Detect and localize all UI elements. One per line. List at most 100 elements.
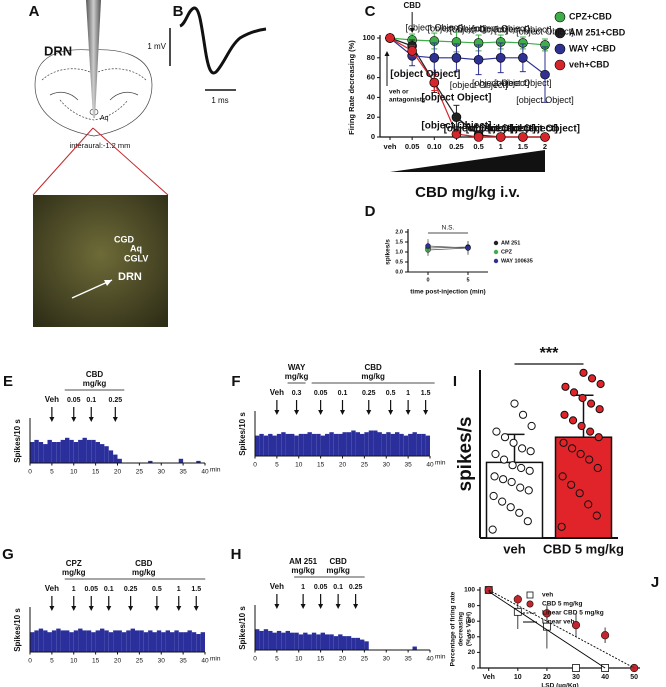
significance: [object Object] <box>516 26 574 36</box>
bar <box>333 636 339 650</box>
arrow-head <box>49 606 55 611</box>
point <box>499 475 508 484</box>
injection-label: Veh <box>270 388 284 397</box>
significance: [object Object] <box>494 24 552 34</box>
point <box>510 399 519 408</box>
point <box>586 427 595 436</box>
point <box>579 368 588 377</box>
bar <box>100 628 105 652</box>
bar <box>281 432 286 456</box>
point <box>407 46 417 56</box>
bar <box>165 630 170 652</box>
bar <box>187 630 192 652</box>
bar <box>351 430 356 456</box>
bar <box>276 433 282 456</box>
dose-label: 0.1 <box>104 586 114 593</box>
dose-label: 0.5 <box>386 390 396 397</box>
x-tick-label: 5 <box>275 462 279 469</box>
dose-label: 1 <box>72 586 76 593</box>
bar <box>43 444 48 463</box>
y-tick-label: 0 <box>371 132 375 141</box>
dose-label: 0.3 <box>292 390 302 397</box>
drug-label: AM 251 <box>289 557 318 566</box>
point <box>525 466 534 475</box>
arrow-head <box>409 28 415 33</box>
panel-letter: G <box>2 546 14 563</box>
photo-label: Aq <box>130 243 142 253</box>
x-tick-label: 25 <box>136 658 144 665</box>
x-axis-label: time post-injection (min) <box>410 289 485 296</box>
unit-label: mg/kg <box>326 566 350 575</box>
arrow-head <box>176 606 182 611</box>
point <box>492 427 501 436</box>
point <box>559 438 568 447</box>
legend-label: CPZ <box>501 249 513 255</box>
bar <box>178 458 184 463</box>
legend-label: AM 251+CBD <box>569 27 626 37</box>
significance: [object Object] <box>450 80 508 90</box>
bar <box>69 439 74 463</box>
panel-letter: C <box>365 3 376 20</box>
bar <box>268 433 273 456</box>
point <box>495 52 506 63</box>
bar <box>30 442 35 463</box>
arrow-head <box>71 606 77 611</box>
bar <box>161 632 166 652</box>
y-tick-label: 100 <box>464 587 475 594</box>
injection-label: Veh <box>45 584 59 593</box>
dose-label: 0.25 <box>109 397 123 404</box>
point <box>560 410 569 419</box>
point <box>561 382 570 391</box>
point <box>578 393 587 403</box>
panel-letter: I <box>453 373 457 390</box>
baseline-label: veh or <box>389 89 409 96</box>
point <box>513 595 522 604</box>
bar <box>333 433 339 456</box>
legend-marker <box>493 249 499 255</box>
y-tick-label: 80 <box>468 602 476 609</box>
drug-label: CBD <box>86 370 104 379</box>
arrow-head <box>423 410 429 415</box>
bar <box>329 634 334 650</box>
bar <box>104 630 109 652</box>
x-tick-label: 20 <box>114 469 122 476</box>
point <box>542 609 552 618</box>
x-tick-label: CBD 5 mg/kg <box>543 541 624 556</box>
significance: [object Object] <box>472 78 530 88</box>
point <box>587 374 597 383</box>
zoom-line <box>92 127 169 196</box>
point <box>575 489 584 498</box>
y-tick-label: 40 <box>367 92 375 101</box>
dose-label: 0.05 <box>84 586 98 593</box>
y-tick-label: 0.0 <box>395 269 403 275</box>
bar <box>117 458 122 463</box>
x-tick-label: 0.05 <box>405 142 420 151</box>
arrow-head <box>294 410 300 415</box>
bar <box>60 439 65 463</box>
y-axis-label: Spikes/10 s <box>13 419 22 463</box>
bar <box>259 630 264 650</box>
significance: [object Object] <box>406 22 464 32</box>
arrow-head <box>49 417 55 422</box>
point <box>490 472 499 481</box>
point <box>585 455 594 464</box>
panel-letter: E <box>3 373 13 390</box>
series-line <box>488 589 635 669</box>
x-tick-label: 0 <box>253 656 257 663</box>
x-tick-label: 2 <box>543 142 547 151</box>
bar <box>78 439 83 463</box>
bar <box>285 630 290 650</box>
bar <box>152 632 157 652</box>
point <box>572 664 580 672</box>
series-line <box>427 245 469 249</box>
arrow-head <box>366 410 372 415</box>
bar <box>38 442 44 463</box>
point <box>425 243 431 249</box>
drug-label: CBD <box>329 557 347 566</box>
x-tick-label: 40 <box>201 658 209 665</box>
x-tick-label: 50 <box>630 674 638 681</box>
legend-label: Linear veh <box>542 619 575 626</box>
y-tick-label: 2.0 <box>395 229 403 235</box>
